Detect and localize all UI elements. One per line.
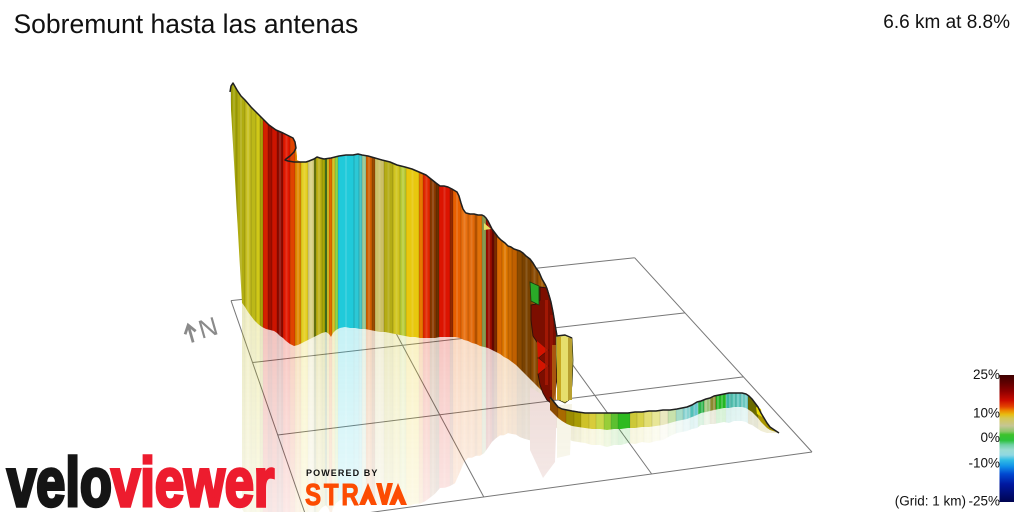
svg-text:Sobremunt hasta las antenas: Sobremunt hasta las antenas [14,9,359,39]
svg-text:viewer: viewer [111,444,274,512]
svg-text:6.6 km at 8.8%: 6.6 km at 8.8% [883,12,1010,33]
svg-text:(Grid: 1 km): (Grid: 1 km) [895,494,966,509]
svg-text:POWERED BY: POWERED BY [306,468,379,478]
svg-text:STR: STR [305,477,362,512]
svg-text:25%: 25% [973,367,1000,382]
svg-text:0%: 0% [980,430,1000,445]
svg-text:10%: 10% [973,406,1000,421]
svg-text:-10%: -10% [968,456,1000,471]
svg-text:-25%: -25% [968,494,1000,509]
svg-text:velo: velo [7,444,112,512]
